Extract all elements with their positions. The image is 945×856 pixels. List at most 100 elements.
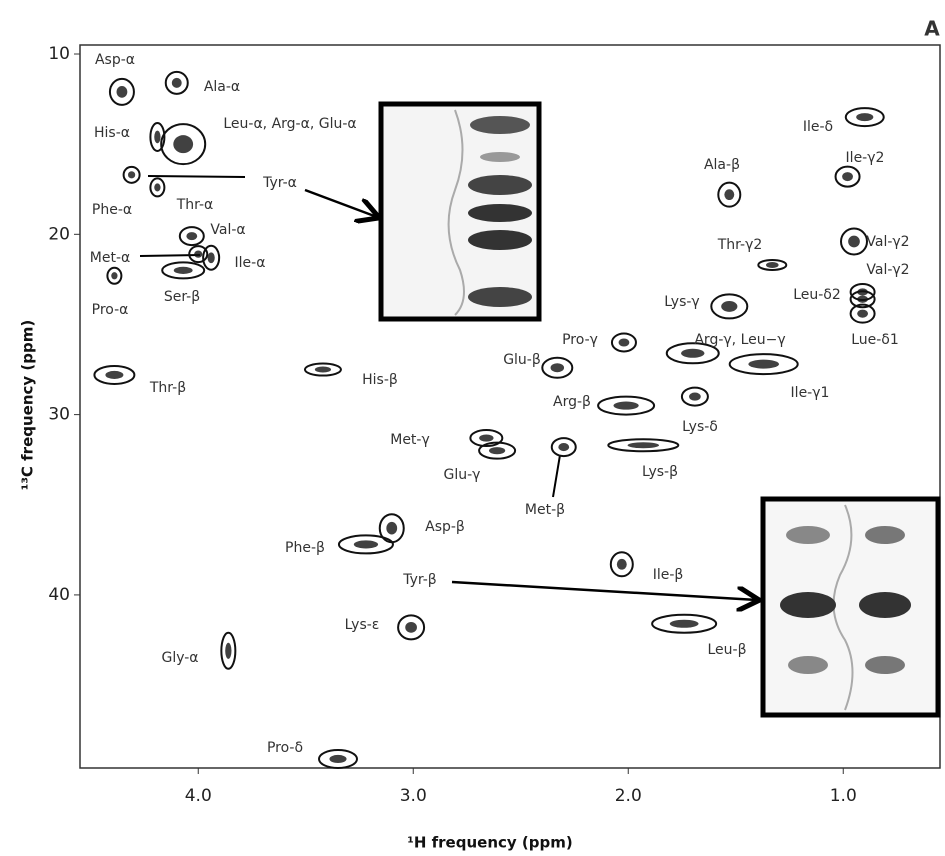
peak-label: His-β xyxy=(362,372,398,388)
x-tick-label: 1.0 xyxy=(830,786,857,806)
peak-label: Val-α xyxy=(210,222,245,238)
inset-bottom xyxy=(760,496,941,718)
peak-label: Ala-β xyxy=(704,157,740,173)
peak-label: Val-γ2 xyxy=(866,262,909,278)
peak xyxy=(627,442,660,449)
peak xyxy=(386,521,398,535)
peak-label: His-α xyxy=(94,125,130,141)
peak xyxy=(225,642,232,659)
peak xyxy=(329,754,347,764)
peak xyxy=(721,301,738,312)
y-tick-label: 20 xyxy=(48,224,70,244)
peak-label: Pro-α xyxy=(92,302,129,318)
y-tick-label: 10 xyxy=(48,44,70,64)
peak-outline xyxy=(164,70,189,95)
peak xyxy=(154,183,161,192)
peak-label: Ser-β xyxy=(164,289,200,305)
peak-outline xyxy=(202,244,221,271)
pointer-line xyxy=(552,454,561,498)
peak-label: Gly-α xyxy=(161,650,198,666)
peak-label: Leu-α, Arg-α, Glu-α xyxy=(223,116,356,132)
peak-outline xyxy=(541,356,574,379)
peak xyxy=(405,621,417,633)
annotation: Tyr-β xyxy=(402,572,437,588)
peak xyxy=(681,348,705,358)
peak-label: Ile-β xyxy=(653,567,684,583)
y-axis-label: ¹³C frequency (ppm) xyxy=(19,320,37,490)
peak-label: Glu-β xyxy=(503,352,541,368)
peak xyxy=(558,443,570,452)
peak-outline xyxy=(610,332,637,353)
peak-outline xyxy=(478,441,517,460)
peak-label: Leu-β xyxy=(707,642,746,658)
peak-label: Ile-γ2 xyxy=(846,150,885,166)
peak-outline xyxy=(178,226,205,247)
peak xyxy=(489,447,506,455)
peak-label: Lys-δ xyxy=(682,419,718,435)
peak xyxy=(857,309,868,318)
peak-label: Met-γ xyxy=(390,432,430,448)
peak-outline xyxy=(220,631,237,670)
y-tick-label: 40 xyxy=(48,585,70,605)
peak-label: Ala-α xyxy=(204,79,240,95)
peak xyxy=(848,235,860,248)
peak-label: Thr-γ2 xyxy=(717,237,763,253)
peak-label: Asp-α xyxy=(95,52,135,68)
peak xyxy=(353,540,379,549)
peak-outline xyxy=(303,362,342,377)
peak-label: Leu-δ2 xyxy=(793,287,841,303)
peak-outline xyxy=(397,614,426,641)
peak-outline xyxy=(337,534,394,555)
peak-label: Lys-γ xyxy=(664,294,699,310)
peak-label: Met-β xyxy=(525,502,565,518)
peak-outline xyxy=(93,364,136,385)
peak xyxy=(171,77,182,88)
peak-outline xyxy=(149,177,166,198)
x-tick-label: 4.0 xyxy=(185,786,212,806)
peak-label: Thr-β xyxy=(149,380,186,396)
pointer-line xyxy=(147,175,246,178)
peak xyxy=(479,434,494,442)
pointer-line xyxy=(139,254,201,257)
peak xyxy=(128,171,136,179)
peak xyxy=(842,172,853,182)
peak-outline xyxy=(717,181,742,208)
peak xyxy=(105,370,124,379)
x-tick-label: 2.0 xyxy=(615,786,642,806)
peak-outline xyxy=(849,290,876,309)
peak-label: Ile-γ1 xyxy=(791,385,830,401)
peak xyxy=(173,266,193,274)
peak xyxy=(724,189,735,201)
peak-outline xyxy=(160,123,207,166)
peak-outline xyxy=(710,293,749,320)
peak xyxy=(689,392,701,401)
arrow xyxy=(304,188,377,217)
x-tick-label: 3.0 xyxy=(400,786,427,806)
peak-outline xyxy=(680,386,709,407)
peak-outline xyxy=(106,266,123,285)
y-tick-label: 30 xyxy=(48,405,70,425)
peak-label: Pro-γ xyxy=(562,332,598,348)
peak-outline xyxy=(161,261,206,280)
peak xyxy=(618,338,630,347)
peak-outline xyxy=(108,77,135,106)
peak xyxy=(857,295,868,303)
peak-outline xyxy=(609,551,634,578)
peak-label: Ile-δ xyxy=(803,119,833,135)
peak-label: Lys-ε xyxy=(345,617,380,633)
peak xyxy=(748,359,779,369)
peak-label: Ile-α xyxy=(235,255,266,271)
peak-outline xyxy=(651,613,718,634)
panel-label: A xyxy=(924,17,940,41)
peak-outline xyxy=(318,748,358,769)
peak-label: Phe-β xyxy=(285,540,325,556)
peak-outline xyxy=(469,429,504,448)
peak-label: Lys-β xyxy=(642,464,678,480)
peak xyxy=(766,261,779,268)
peak-label: Arg-γ, Leu−γ xyxy=(694,332,785,348)
peak-outline xyxy=(122,165,141,184)
x-axis-label: ¹H frequency (ppm) xyxy=(407,834,572,852)
peak xyxy=(550,363,565,373)
peak xyxy=(186,232,198,241)
peak-outline xyxy=(550,437,577,458)
